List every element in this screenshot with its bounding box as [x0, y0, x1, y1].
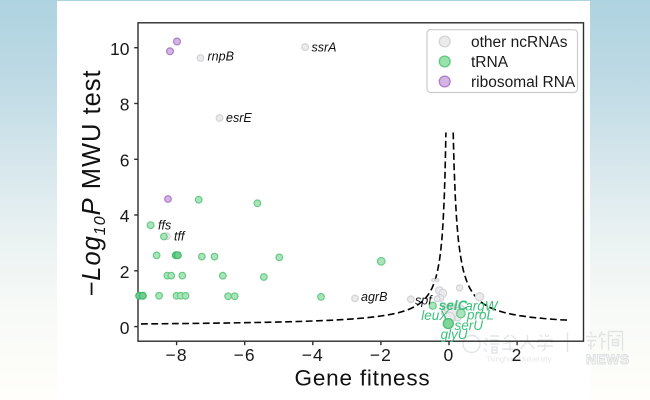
svg-text:−Log10P MWU test: −Log10P MWU test	[78, 69, 109, 296]
svg-text:serU: serU	[455, 318, 484, 333]
svg-text:rnpB: rnpB	[208, 50, 234, 64]
svg-text:agrB: agrB	[361, 290, 387, 304]
svg-text:NEWS: NEWS	[586, 351, 630, 367]
svg-text:−2: −2	[370, 345, 392, 365]
svg-text:8: 8	[120, 95, 130, 115]
svg-text:−4: −4	[302, 345, 324, 365]
svg-text:ssrA: ssrA	[312, 41, 337, 55]
svg-text:0: 0	[444, 345, 455, 365]
svg-text:Tsinghua University: Tsinghua University	[487, 355, 552, 364]
svg-text:esrE: esrE	[226, 111, 252, 125]
svg-text:−6: −6	[234, 345, 256, 365]
svg-text:tRNA: tRNA	[471, 54, 509, 71]
svg-text:tff: tff	[174, 230, 186, 244]
svg-text:proL: proL	[466, 308, 494, 323]
svg-text:ffs: ffs	[158, 218, 171, 232]
svg-text:6: 6	[120, 151, 130, 171]
svg-text:glyU: glyU	[441, 327, 468, 342]
svg-text:selC: selC	[439, 298, 468, 313]
svg-text:2: 2	[512, 345, 523, 365]
svg-text:−8: −8	[165, 345, 187, 365]
svg-text:2: 2	[120, 262, 130, 282]
svg-text:10: 10	[110, 39, 130, 59]
svg-text:other ncRNAs: other ncRNAs	[471, 34, 568, 51]
svg-text:leuX: leuX	[421, 308, 449, 323]
svg-text:4: 4	[120, 206, 130, 226]
svg-text:argW: argW	[465, 299, 499, 314]
svg-text:Gene fitness: Gene fitness	[295, 366, 431, 391]
svg-text:ribosomal RNA: ribosomal RNA	[471, 74, 576, 91]
svg-text:0: 0	[120, 318, 130, 338]
svg-text:spf: spf	[415, 294, 433, 308]
